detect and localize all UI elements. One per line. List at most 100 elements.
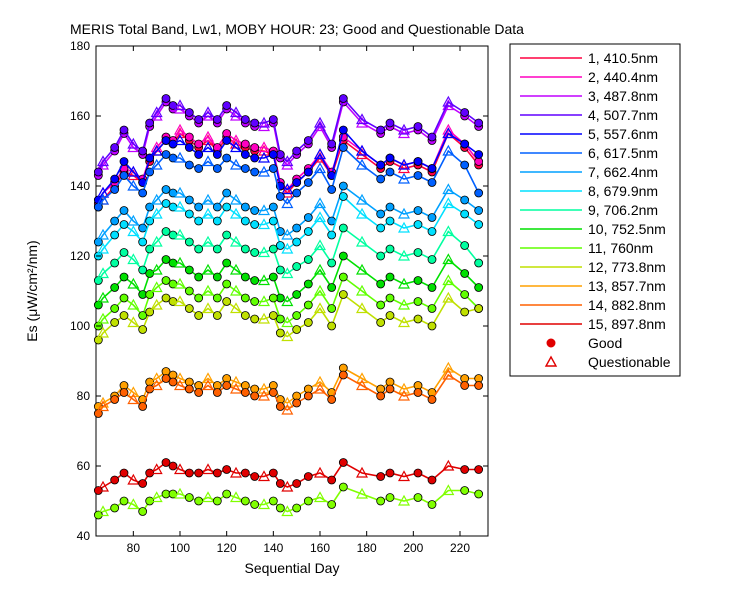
point-good: [338, 94, 348, 103]
point-questionable: [313, 263, 327, 275]
point-questionable: [281, 183, 294, 195]
point-questionable: [150, 298, 163, 310]
point-good: [194, 388, 204, 397]
point-questionable: [281, 330, 294, 342]
point-good: [138, 325, 148, 334]
point-questionable: [150, 463, 163, 475]
point-good: [303, 279, 313, 289]
point-good: [385, 216, 395, 226]
point-good: [184, 384, 194, 394]
point-good: [250, 220, 260, 229]
legend-questionable-marker: [544, 355, 558, 367]
point-questionable: [397, 470, 411, 482]
point-questionable: [355, 144, 369, 156]
series-4: [93, 94, 484, 177]
legend-label: 9, 706.2nm: [588, 202, 658, 218]
legend-marker-label: Questionable: [588, 354, 671, 370]
point-good: [194, 244, 204, 254]
point-questionable: [355, 158, 369, 170]
point-good: [212, 115, 222, 124]
point-good: [161, 199, 171, 208]
point-questionable: [442, 484, 455, 496]
point-questionable: [397, 172, 411, 184]
point-good: [194, 216, 204, 226]
point-good: [338, 290, 348, 299]
point-good: [268, 164, 278, 173]
point-good: [194, 496, 204, 506]
point-good: [268, 272, 278, 282]
point-questionable: [257, 141, 271, 153]
point-questionable: [442, 368, 455, 380]
point-good: [303, 136, 313, 145]
point-good: [413, 388, 423, 397]
point-questionable: [257, 144, 271, 156]
point-questionable: [96, 186, 110, 198]
point-good: [427, 227, 437, 236]
point-good: [376, 279, 386, 289]
point-questionable: [150, 106, 163, 118]
point-good: [385, 468, 395, 478]
point-good: [268, 468, 278, 478]
point-good: [184, 286, 194, 296]
point-questionable: [397, 127, 411, 139]
point-good: [474, 283, 484, 292]
point-questionable: [173, 256, 187, 268]
series-14: [93, 368, 484, 418]
point-good: [427, 164, 437, 173]
point-good: [240, 468, 250, 478]
point-good: [110, 230, 120, 240]
point-good: [338, 458, 348, 467]
point-questionable: [442, 253, 455, 265]
point-good: [275, 479, 285, 488]
point-good: [119, 293, 129, 303]
point-good: [303, 227, 313, 236]
point-good: [376, 125, 386, 135]
point-questionable: [229, 106, 243, 118]
point-good: [460, 486, 470, 495]
point-questionable: [355, 372, 369, 384]
point-good: [385, 293, 395, 303]
point-questionable: [201, 155, 215, 167]
point-good: [268, 496, 278, 506]
point-good: [338, 272, 348, 282]
point-questionable: [355, 148, 369, 160]
point-good: [460, 108, 470, 117]
point-good: [338, 223, 348, 233]
point-questionable: [127, 393, 140, 405]
point-questionable: [257, 274, 271, 286]
point-good: [222, 297, 232, 306]
point-good: [327, 230, 337, 240]
point-questionable: [313, 466, 327, 478]
point-good: [460, 269, 470, 278]
point-good: [460, 139, 470, 149]
point-questionable: [201, 372, 215, 384]
point-questionable: [313, 302, 327, 314]
point-good: [110, 143, 120, 152]
series-16: [93, 482, 484, 520]
point-questionable: [173, 186, 187, 198]
point-good: [212, 164, 222, 173]
point-good: [161, 374, 171, 383]
point-questionable: [397, 207, 411, 219]
point-good: [138, 479, 148, 488]
point-good: [250, 206, 260, 215]
point-good: [145, 307, 155, 317]
point-good: [376, 300, 386, 310]
x-tick-label: 160: [310, 541, 330, 555]
point-good: [474, 465, 484, 474]
point-good: [413, 468, 423, 478]
legend-label: 11, 760nm: [588, 240, 653, 256]
point-questionable: [96, 193, 110, 205]
point-questionable: [442, 274, 455, 286]
legend-label: 8, 679.9nm: [588, 183, 658, 199]
point-questionable: [96, 312, 110, 324]
point-good: [240, 293, 250, 303]
point-good: [413, 206, 423, 215]
y-axis-label: Es (μW/cm²/nm): [24, 240, 40, 341]
point-good: [292, 311, 302, 320]
point-questionable: [229, 193, 243, 205]
x-tick-label: 140: [263, 541, 283, 555]
point-questionable: [127, 253, 140, 265]
legend-label: 13, 857.7nm: [588, 278, 666, 294]
point-questionable: [127, 179, 140, 191]
